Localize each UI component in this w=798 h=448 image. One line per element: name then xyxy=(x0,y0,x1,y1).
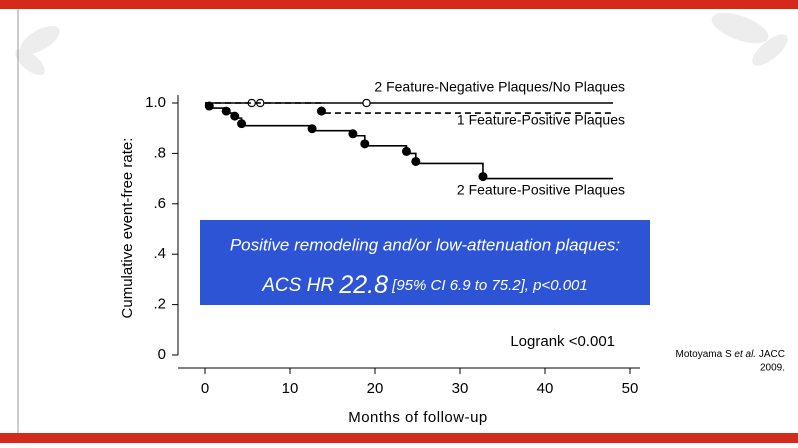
event-dot xyxy=(237,119,247,129)
event-dot xyxy=(478,172,488,182)
event-dot xyxy=(360,139,370,149)
series-label: 2 Feature-Positive Plaques xyxy=(457,182,625,198)
x-tick-label: 50 xyxy=(622,380,639,397)
citation-etal: et al. xyxy=(734,349,756,360)
event-dot xyxy=(230,111,240,121)
y-tick-label: .4 xyxy=(153,245,166,262)
decor xyxy=(15,12,788,76)
citation-author: Motoyama S xyxy=(675,349,734,360)
event-dot xyxy=(316,106,326,116)
event-dot xyxy=(411,156,421,166)
logrank: Logrank <0.001 xyxy=(510,333,615,350)
x-tick-label: 10 xyxy=(282,380,299,397)
y-tick-label: .8 xyxy=(153,144,166,161)
event-dot xyxy=(204,101,214,111)
y-tick-label: .2 xyxy=(153,296,166,313)
box-hr: 22.8 xyxy=(338,271,388,299)
y-tick-label: .6 xyxy=(153,195,166,212)
citation: Motoyama S et al. JACC xyxy=(675,349,785,360)
box-line2: ACS HR 22.8 [95% CI 6.9 to 75.2], p<0.00… xyxy=(261,271,587,299)
citation-journal: JACC xyxy=(756,349,785,360)
y-tick-label: 1.0 xyxy=(145,94,166,111)
x-axis-label: Months of follow-up xyxy=(348,409,488,426)
bottom-bar xyxy=(0,433,798,443)
box-text: ACS HR xyxy=(261,275,339,296)
citation-year: 2009. xyxy=(760,363,785,374)
series-label: 1 Feature-Positive Plaques xyxy=(457,112,625,128)
top-bar xyxy=(0,0,798,9)
y-axis-label: Cumulative event-free rate: xyxy=(119,138,136,319)
y-tick-label: 0 xyxy=(158,346,166,363)
event-dot xyxy=(401,146,411,156)
box-text: [95% CI 6.9 to 75.2], p<0.001 xyxy=(388,277,588,294)
x-tick-label: 40 xyxy=(537,380,554,397)
x-tick-label: 20 xyxy=(367,380,384,397)
series-label: 2 Feature-Negative Plaques/No Plaques xyxy=(374,79,625,95)
x-tick-label: 30 xyxy=(452,380,469,397)
event-dot xyxy=(221,106,231,116)
event-dot xyxy=(348,129,358,139)
x-tick-label: 0 xyxy=(201,380,209,397)
event-dot xyxy=(307,124,317,134)
annotation-box: Positive remodeling and/or low-attenuati… xyxy=(200,220,650,305)
censor-mark xyxy=(362,98,371,108)
box-background xyxy=(200,220,650,305)
box-line1: Positive remodeling and/or low-attenuati… xyxy=(230,235,621,254)
